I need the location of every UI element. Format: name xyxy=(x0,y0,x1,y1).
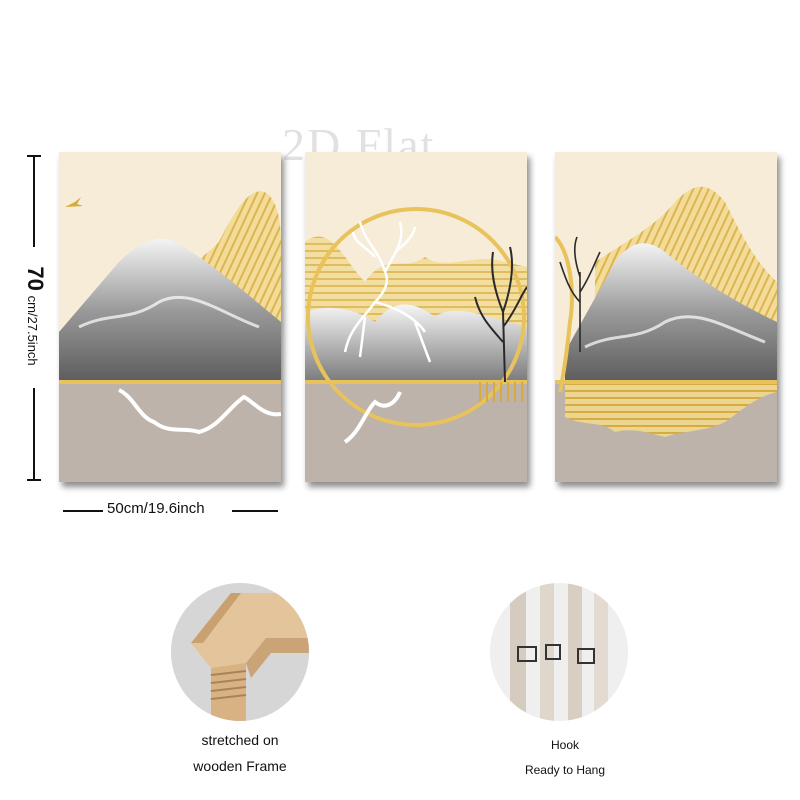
dark-tree-icon xyxy=(559,236,601,352)
width-value: 50 xyxy=(107,500,124,517)
gold-circle xyxy=(306,207,526,427)
canvas-panel-right xyxy=(555,152,777,482)
hook-icon xyxy=(517,646,537,662)
width-dimension-label: 50cm/19.6inch xyxy=(107,500,205,517)
width-dimension-line-right xyxy=(232,510,278,512)
hook-icon xyxy=(545,644,561,660)
hook-caption-line2: Ready to Hang xyxy=(524,763,606,777)
width-unit: cm/19.6inch xyxy=(123,500,205,517)
hook-caption-line1: Hook xyxy=(550,738,579,752)
frame-caption-line1: stretched on xyxy=(201,732,279,748)
hook-photo xyxy=(490,583,628,721)
frame-caption-line2: wooden Frame xyxy=(193,758,287,774)
wooden-frame-photo xyxy=(171,583,309,721)
height-dimension-line-top xyxy=(33,155,35,247)
height-unit: cm/27.5inch xyxy=(25,295,40,366)
height-value: 70 xyxy=(23,266,48,291)
canvas-panel-middle xyxy=(305,152,527,482)
white-deer-icon xyxy=(343,221,432,363)
hook-icon xyxy=(577,648,595,664)
dark-tree-icon xyxy=(474,246,527,383)
canvas-panel-left xyxy=(59,152,281,482)
height-dimension-tick-bottom xyxy=(27,479,41,481)
width-dimension-line-left xyxy=(63,510,103,512)
height-dimension-line-bottom xyxy=(33,388,35,480)
bird-icon xyxy=(65,197,83,207)
